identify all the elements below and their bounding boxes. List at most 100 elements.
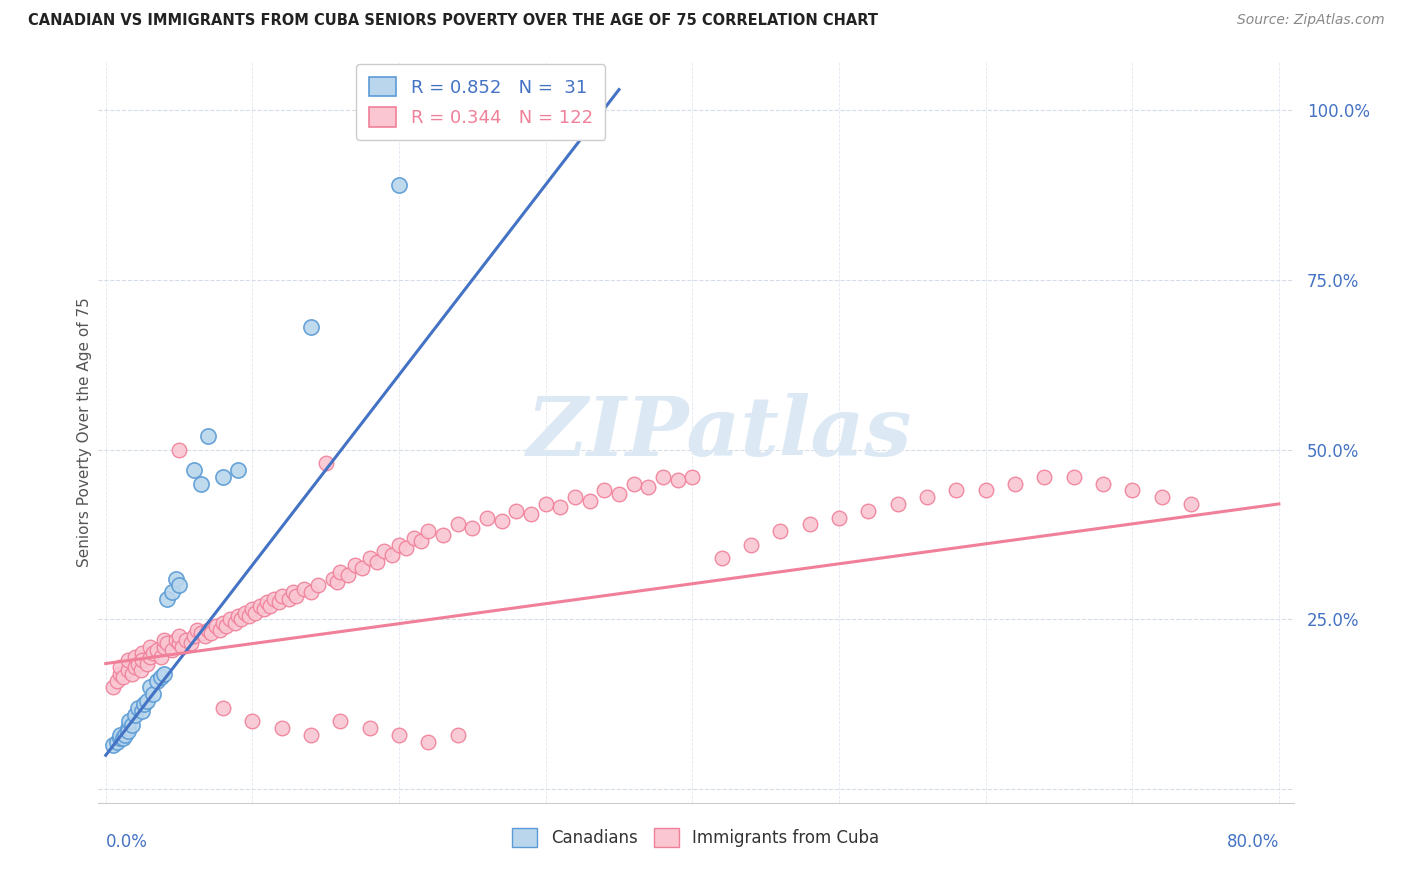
Point bbox=[292, 582, 315, 596]
Point bbox=[135, 657, 157, 671]
Point bbox=[366, 555, 388, 569]
Point bbox=[139, 640, 162, 654]
Point bbox=[285, 589, 308, 603]
Point bbox=[180, 636, 202, 650]
Point bbox=[121, 666, 143, 681]
Point bbox=[886, 497, 908, 511]
Point bbox=[167, 578, 190, 592]
Point bbox=[129, 664, 152, 678]
Point bbox=[461, 521, 484, 535]
Point bbox=[160, 643, 183, 657]
Point bbox=[127, 700, 149, 714]
Point bbox=[418, 524, 440, 538]
Point bbox=[915, 490, 938, 504]
Point bbox=[183, 463, 205, 477]
Point bbox=[1150, 490, 1173, 504]
Point bbox=[505, 504, 527, 518]
Point bbox=[259, 599, 281, 613]
Point bbox=[352, 561, 374, 575]
Point bbox=[447, 517, 470, 532]
Point bbox=[204, 619, 226, 633]
Point bbox=[1091, 476, 1114, 491]
Point bbox=[135, 694, 157, 708]
Point bbox=[329, 565, 352, 579]
Point bbox=[681, 469, 703, 483]
Point bbox=[409, 534, 432, 549]
Point bbox=[194, 629, 217, 643]
Point bbox=[190, 476, 212, 491]
Point bbox=[124, 660, 146, 674]
Point bbox=[153, 632, 176, 647]
Point bbox=[550, 500, 572, 515]
Point bbox=[107, 734, 129, 748]
Point bbox=[652, 469, 675, 483]
Point bbox=[170, 640, 193, 654]
Point bbox=[256, 595, 278, 609]
Point bbox=[167, 629, 190, 643]
Point bbox=[299, 728, 322, 742]
Point bbox=[150, 670, 173, 684]
Point bbox=[142, 687, 165, 701]
Point bbox=[160, 585, 183, 599]
Point bbox=[117, 724, 139, 739]
Point bbox=[124, 649, 146, 664]
Point bbox=[315, 456, 337, 470]
Text: 0.0%: 0.0% bbox=[105, 833, 148, 851]
Text: Source: ZipAtlas.com: Source: ZipAtlas.com bbox=[1237, 13, 1385, 28]
Point bbox=[283, 585, 305, 599]
Point bbox=[974, 483, 997, 498]
Point bbox=[388, 178, 411, 192]
Point bbox=[165, 572, 187, 586]
Point bbox=[395, 541, 418, 555]
Point bbox=[183, 629, 205, 643]
Point bbox=[110, 666, 132, 681]
Point bbox=[329, 714, 352, 729]
Point bbox=[212, 700, 235, 714]
Point bbox=[344, 558, 367, 572]
Point bbox=[224, 615, 246, 630]
Point bbox=[121, 717, 143, 731]
Point bbox=[110, 731, 132, 746]
Point bbox=[307, 578, 329, 592]
Point bbox=[769, 524, 792, 538]
Point bbox=[114, 728, 136, 742]
Point bbox=[359, 551, 381, 566]
Point bbox=[219, 612, 242, 626]
Point bbox=[156, 636, 179, 650]
Point bbox=[153, 640, 176, 654]
Text: 80.0%: 80.0% bbox=[1226, 833, 1279, 851]
Point bbox=[267, 595, 290, 609]
Point bbox=[710, 551, 733, 566]
Point bbox=[139, 681, 162, 695]
Point bbox=[381, 548, 404, 562]
Point bbox=[124, 707, 146, 722]
Point bbox=[156, 592, 179, 607]
Point bbox=[242, 714, 264, 729]
Point bbox=[110, 728, 132, 742]
Point bbox=[1033, 469, 1056, 483]
Point bbox=[176, 632, 198, 647]
Point bbox=[226, 463, 249, 477]
Point bbox=[858, 504, 880, 518]
Point bbox=[226, 609, 249, 624]
Point bbox=[117, 721, 139, 735]
Point bbox=[165, 632, 187, 647]
Point bbox=[402, 531, 425, 545]
Point bbox=[117, 664, 139, 678]
Point bbox=[131, 704, 153, 718]
Point bbox=[578, 493, 600, 508]
Point bbox=[520, 507, 543, 521]
Point bbox=[238, 609, 260, 624]
Point bbox=[607, 487, 630, 501]
Point bbox=[127, 657, 149, 671]
Point bbox=[447, 728, 470, 742]
Point bbox=[245, 606, 267, 620]
Point bbox=[1063, 469, 1085, 483]
Point bbox=[373, 544, 395, 558]
Point bbox=[101, 738, 124, 752]
Point bbox=[388, 728, 411, 742]
Point bbox=[326, 575, 349, 590]
Text: ZIPatlas: ZIPatlas bbox=[527, 392, 912, 473]
Point bbox=[112, 731, 135, 746]
Point bbox=[200, 626, 222, 640]
